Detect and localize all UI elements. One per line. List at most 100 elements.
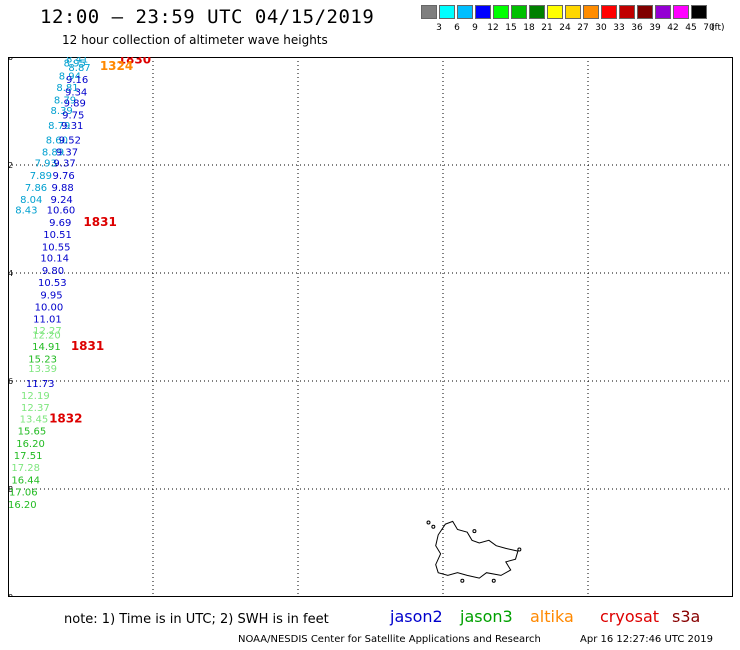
wave-height-label: 13.39 bbox=[28, 364, 57, 375]
legend-label: 45 bbox=[685, 23, 697, 33]
wave-height-label: 8.81 bbox=[56, 83, 78, 94]
wave-height-label: 11.01 bbox=[33, 315, 62, 326]
generated-timestamp: Apr 16 12:27:46 UTC 2019 bbox=[580, 634, 713, 645]
legend-label: 21 bbox=[541, 23, 553, 33]
wave-height-label: 10.00 bbox=[35, 302, 64, 313]
legend-swatch bbox=[547, 5, 563, 19]
wave-height-label: 10.51 bbox=[43, 230, 72, 241]
legend-swatch bbox=[511, 5, 527, 19]
wave-height-label: 8.87 bbox=[68, 63, 90, 74]
wave-height-label: 17.51 bbox=[14, 451, 43, 462]
legend-swatch bbox=[439, 5, 455, 19]
pass-time-label: 1831 bbox=[71, 339, 104, 353]
legend-label: 15 bbox=[505, 23, 517, 33]
kerguelen-island-outline bbox=[435, 520, 519, 579]
legend-swatch bbox=[655, 5, 671, 19]
wave-height-label: 16.20 bbox=[8, 500, 37, 511]
legend-label: 27 bbox=[577, 23, 589, 33]
wave-height-label: 9.37 bbox=[56, 147, 78, 158]
lat-tick-label: -40 bbox=[8, 57, 13, 62]
wave-height-label: 17.06 bbox=[9, 487, 38, 498]
legend-label: 30 bbox=[595, 23, 607, 33]
islet-outline bbox=[460, 578, 465, 583]
legend-label: 36 bbox=[631, 23, 643, 33]
wave-height-label: 8.79 bbox=[54, 95, 76, 106]
legend-unit: (ft) bbox=[711, 23, 725, 33]
wave-height-label: 7.93 bbox=[35, 159, 57, 170]
map-svg: 606366697275-40-42-44-46-48-509.078.418.… bbox=[8, 57, 733, 597]
wave-height-label: 8.94 bbox=[59, 72, 81, 83]
wave-height-label: 16.20 bbox=[16, 439, 45, 450]
legend-swatch bbox=[529, 5, 545, 19]
lat-tick-label: -50 bbox=[8, 593, 13, 597]
wave-height-label: 10.60 bbox=[47, 206, 76, 217]
legend-label: 6 bbox=[454, 23, 460, 33]
wave-height-label: 8.41 bbox=[66, 57, 88, 65]
wave-height-label: 12.19 bbox=[21, 391, 50, 402]
islet-outline bbox=[426, 520, 431, 525]
wave-height-label: 7.86 bbox=[25, 183, 47, 194]
wave-height-label: 9.76 bbox=[52, 171, 74, 182]
satellite-legend-s3a: s3a bbox=[672, 607, 701, 626]
wave-height-label: 9.52 bbox=[59, 135, 81, 146]
legend-label: 3 bbox=[436, 23, 442, 33]
legend-label: 70 bbox=[703, 23, 715, 33]
legend-swatch bbox=[601, 5, 617, 19]
wave-height-label: 11.73 bbox=[26, 379, 55, 390]
wave-height-label: 8.43 bbox=[15, 206, 37, 217]
wave-height-label: 9.95 bbox=[40, 290, 62, 301]
islet-outline bbox=[517, 547, 522, 552]
wave-height-label: 9.37 bbox=[53, 159, 75, 170]
legend-swatch bbox=[475, 5, 491, 19]
legend-swatch bbox=[619, 5, 635, 19]
wave-height-label: 9.80 bbox=[42, 266, 64, 277]
satellite-legend-jason2: jason2 bbox=[390, 607, 443, 626]
legend-swatch bbox=[583, 5, 599, 19]
chart-title: 12:00 – 23:59 UTC 04/15/2019 bbox=[40, 6, 375, 28]
pass-time-label: 1830 bbox=[118, 57, 151, 66]
wave-height-label: 15.23 bbox=[28, 355, 57, 366]
pass-time-label: 1831 bbox=[83, 215, 116, 229]
wave-height-label: 8.95 bbox=[64, 59, 86, 70]
legend-label: 42 bbox=[667, 23, 679, 33]
islet-outline bbox=[431, 524, 436, 529]
satellite-legend-altika: altika bbox=[530, 607, 574, 626]
legend-swatch bbox=[691, 5, 707, 19]
wave-height-label: 15.65 bbox=[18, 426, 47, 437]
wave-height-label: 10.53 bbox=[38, 278, 67, 289]
wave-height-label: 8.79 bbox=[48, 121, 70, 132]
satellite-legend-cryosat: cryosat bbox=[600, 607, 660, 626]
map-frame bbox=[8, 57, 733, 597]
wave-height-label: 9.24 bbox=[51, 195, 73, 206]
pass-time-label: 1832 bbox=[49, 412, 82, 426]
wave-height-label: 9.88 bbox=[52, 183, 74, 194]
wave-height-label: 10.14 bbox=[40, 254, 69, 265]
legend-swatch bbox=[457, 5, 473, 19]
chart-subtitle: 12 hour collection of altimeter wave hei… bbox=[62, 33, 328, 47]
legend-label: 12 bbox=[487, 23, 499, 33]
legend-label: 24 bbox=[559, 23, 571, 33]
pass-time-label: 1324 bbox=[100, 59, 133, 73]
map-panel: 606366697275-40-42-44-46-48-509.078.418.… bbox=[8, 57, 733, 597]
wave-height-label: 10.55 bbox=[42, 242, 71, 253]
islet-outline bbox=[472, 529, 477, 534]
wave-height-label: 9.89 bbox=[64, 99, 86, 110]
legend-swatch bbox=[565, 5, 581, 19]
wave-height-label: 16.44 bbox=[11, 476, 40, 487]
lat-tick-label: -42 bbox=[8, 161, 13, 170]
wave-height-label: 9.34 bbox=[65, 87, 87, 98]
wave-height-label: 8.04 bbox=[20, 195, 42, 206]
wave-height-label: 8.89 bbox=[42, 147, 64, 158]
legend-label: 33 bbox=[613, 23, 625, 33]
legend-label: 9 bbox=[472, 23, 478, 33]
color-legend: 3 6 9 12 15 18 21 24 27 30 33 36 39 42 45 70 (ft) bbox=[421, 5, 725, 33]
wave-height-label: 9.07 bbox=[72, 57, 94, 59]
wave-height-label: 12.27 bbox=[33, 326, 62, 337]
credit-text: NOAA/NESDIS Center for Satellite Applica… bbox=[238, 634, 541, 645]
wave-height-label: 7.89 bbox=[30, 171, 52, 182]
legend-swatch bbox=[421, 5, 437, 19]
legend-swatch bbox=[493, 5, 509, 19]
legend-label: 18 bbox=[523, 23, 535, 33]
wave-height-label: 9.31 bbox=[61, 121, 83, 132]
wave-height-label: 9.69 bbox=[49, 218, 71, 229]
